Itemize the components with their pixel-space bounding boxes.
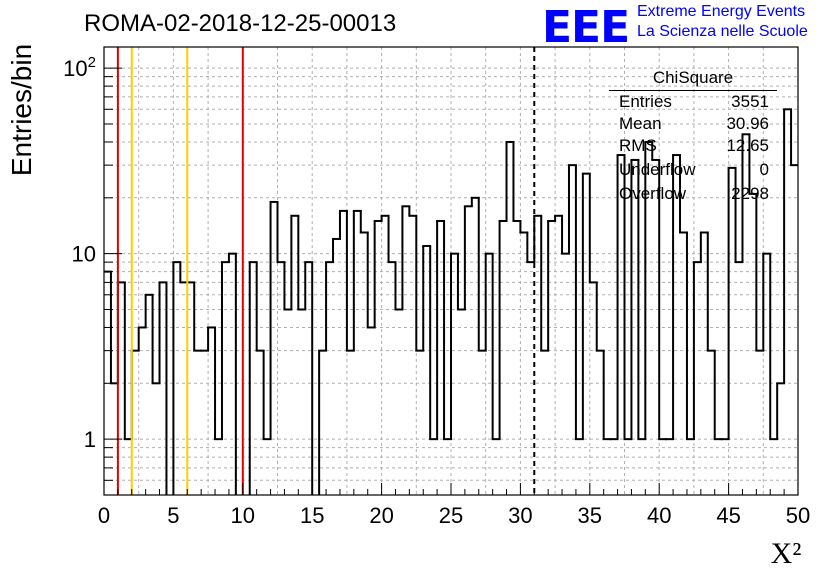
tick-labels: 0 5 10 15 20 25 30 35 40 45 50 1 10 102 bbox=[63, 54, 810, 528]
x-tick-label: 0 bbox=[98, 503, 110, 528]
stats-label: Mean bbox=[619, 114, 662, 133]
stats-label: Underflow bbox=[619, 160, 696, 179]
x-tick-label: 15 bbox=[300, 503, 324, 528]
x-tick-label: 10 bbox=[231, 503, 255, 528]
x-tick-label: 25 bbox=[439, 503, 463, 528]
x-tick-label: 5 bbox=[167, 503, 179, 528]
x-axis-label: X² bbox=[771, 537, 802, 570]
stats-value: 3551 bbox=[731, 92, 769, 111]
stats-row-overflow: Overflow 2298 bbox=[619, 184, 769, 206]
eee-logo-line2: La Scienza nelle Scuole bbox=[637, 23, 808, 40]
marker-lines bbox=[116, 47, 536, 495]
run-title: ROMA-02-2018-12-25-00013 bbox=[84, 10, 397, 37]
stats-value: 30.96 bbox=[726, 114, 769, 133]
stats-row-mean: Mean 30.96 bbox=[619, 114, 769, 136]
y-tick-label: 1 bbox=[84, 427, 96, 452]
stats-value: 12.65 bbox=[726, 136, 769, 155]
axis-ticks bbox=[103, 67, 799, 495]
stats-row-rms: RMS 12.65 bbox=[619, 136, 769, 158]
x-tick-label: 35 bbox=[578, 503, 602, 528]
x-tick-label: 40 bbox=[647, 503, 671, 528]
y-tick-label: 10 bbox=[72, 242, 96, 267]
stats-box: ChiSquare Entries 3551 Mean 30.96 RMS 12… bbox=[609, 68, 777, 208]
y-tick-label: 102 bbox=[63, 54, 96, 81]
y-axis-label: Entries/bin bbox=[6, 44, 37, 176]
stats-value: 2298 bbox=[731, 184, 769, 203]
stats-label: Entries bbox=[619, 92, 672, 111]
stats-row-underflow: Underflow 0 bbox=[619, 160, 769, 182]
x-tick-label: 20 bbox=[369, 503, 393, 528]
stats-title: ChiSquare bbox=[652, 68, 734, 87]
x-tick-label: 45 bbox=[716, 503, 740, 528]
stats-value: 0 bbox=[759, 160, 769, 179]
eee-logo: EEE bbox=[542, 2, 630, 53]
stats-label: RMS bbox=[619, 136, 657, 155]
x-tick-label: 50 bbox=[786, 503, 810, 528]
stats-title-rule bbox=[609, 90, 777, 91]
x-tick-label: 30 bbox=[508, 503, 532, 528]
stats-row-entries: Entries 3551 bbox=[619, 92, 769, 114]
eee-logo-line1: Extreme Energy Events bbox=[637, 3, 806, 20]
stats-label: Overflow bbox=[619, 184, 687, 203]
